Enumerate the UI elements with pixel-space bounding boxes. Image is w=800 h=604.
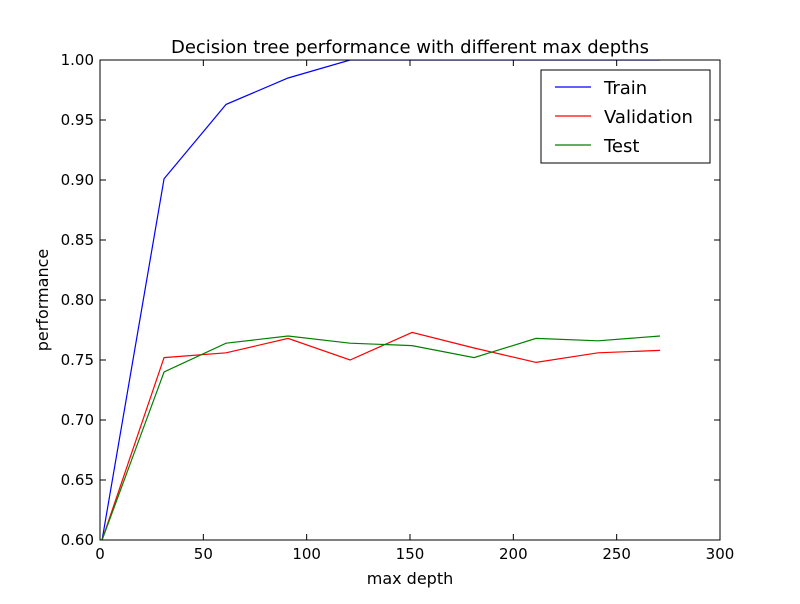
series-line-train — [101, 60, 661, 540]
y-tick-label: 1.00 — [61, 51, 94, 69]
y-tick-label: 0.70 — [61, 411, 94, 429]
y-tick-label: 0.80 — [61, 291, 94, 309]
chart-title: Decision tree performance with different… — [171, 37, 649, 58]
x-tick-label: 300 — [706, 545, 735, 563]
legend-box — [540, 69, 711, 164]
y-tick-label: 0.90 — [61, 171, 94, 189]
y-axis-label: performance — [33, 249, 52, 351]
x-tick-label: 150 — [396, 545, 425, 563]
y-tick-label: 0.95 — [61, 111, 94, 129]
x-tick-label: 100 — [292, 545, 321, 563]
legend-label-train: Train — [603, 78, 647, 99]
legend-label-validation: Validation — [604, 107, 693, 128]
y-tick-label: 0.85 — [61, 231, 94, 249]
legend-label-test: Test — [603, 136, 639, 157]
y-tick-label: 0.65 — [61, 471, 94, 489]
x-tick-label: 250 — [602, 545, 631, 563]
x-tick-label: 50 — [194, 545, 213, 563]
x-tick-label: 0 — [95, 545, 105, 563]
y-tick-label: 0.60 — [61, 531, 94, 549]
x-axis-label: max depth — [367, 569, 454, 588]
plot-area: 0 50 100 150 200 250 300 0.60 0.65 0.70 0.75 0.80 0.… — [61, 51, 735, 563]
x-tick-label: 200 — [499, 545, 528, 563]
series-line-test — [101, 335, 661, 540]
series-line-validation — [101, 331, 661, 540]
y-tick-label: 0.75 — [61, 351, 94, 369]
